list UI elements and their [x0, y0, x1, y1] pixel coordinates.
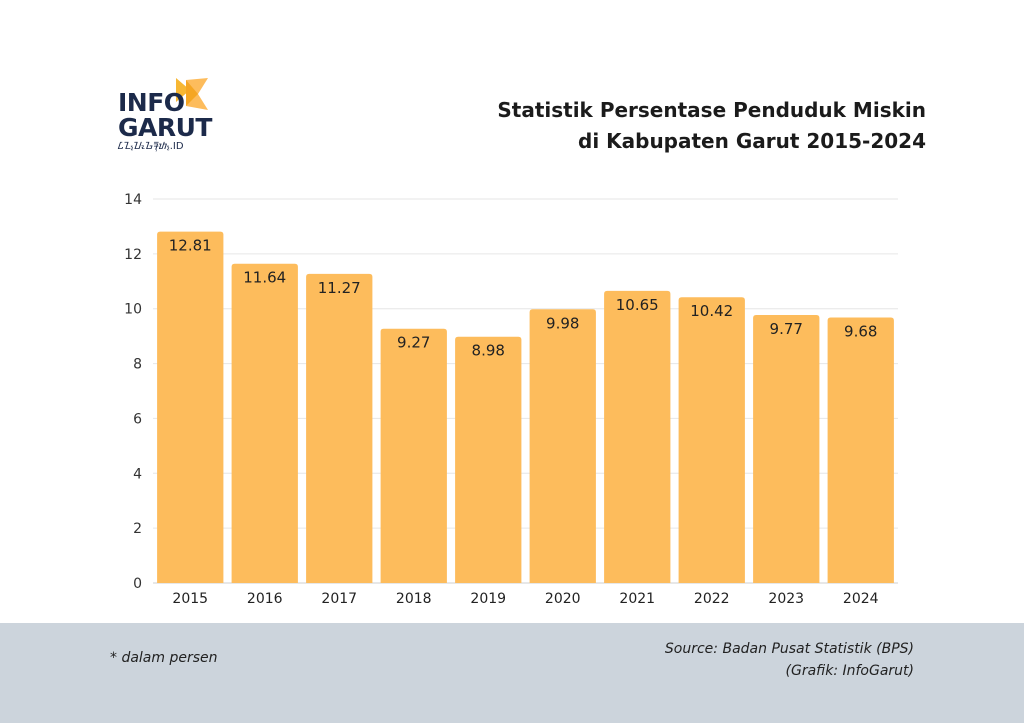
x-tick-label: 2022 — [694, 591, 730, 607]
bar — [231, 263, 298, 583]
bar-chart: 0 2 4 6 8 10 12 14 12.81 2015 11.64 2016 11.27 2017 9.… — [124, 192, 898, 607]
bar — [455, 336, 522, 583]
y-tick-label: 10 — [124, 302, 142, 318]
y-tick-label: 8 — [133, 357, 142, 373]
bar — [529, 309, 596, 583]
source-text: Source: Badan Pusat Statistik (BPS) — [664, 641, 914, 657]
x-tick-label: 2021 — [619, 591, 655, 607]
logo-text-garut: GARUT — [118, 113, 212, 142]
bar-value-label: 9.77 — [770, 320, 803, 338]
y-tick-label: 4 — [133, 466, 142, 482]
chart-title-line1: Statistik Persentase Penduduk Miskin — [497, 98, 926, 122]
source-block: Source: Badan Pusat Statistik (BPS) (Gra… — [665, 638, 914, 682]
logo-text-info: INFO — [118, 88, 185, 117]
bar — [157, 231, 224, 583]
bar — [306, 273, 373, 583]
chart-title: Statistik Persentase Penduduk Miskin di … — [497, 95, 926, 157]
flag-icon — [176, 78, 208, 110]
bar-value-label: 9.98 — [546, 314, 579, 332]
y-tick-label: 12 — [124, 247, 142, 263]
y-tick-label: 6 — [133, 411, 142, 427]
bar — [827, 317, 894, 583]
x-tick-label: 2016 — [247, 591, 283, 607]
x-tick-label: 2018 — [396, 591, 432, 607]
bar-value-label: 10.65 — [616, 296, 659, 314]
y-tick-label: 2 — [133, 521, 142, 537]
x-tick-label: 2020 — [545, 591, 581, 607]
y-tick-label: 0 — [133, 576, 142, 592]
x-tick-label: 2019 — [470, 591, 506, 607]
footer-band: * dalam persen Source: Badan Pusat Stati… — [0, 623, 1024, 723]
bar — [753, 315, 820, 583]
unit-note: * dalam persen — [110, 650, 218, 666]
x-tick-label: 2017 — [321, 591, 357, 607]
bar-value-label: 12.81 — [169, 237, 212, 255]
bar-value-label: 11.64 — [243, 269, 286, 287]
x-tick-label: 2023 — [768, 591, 804, 607]
credit-text: (Grafik: InfoGarut) — [785, 663, 914, 679]
infogarut-logo: INFO GARUT ᮄᮔ᮪ᮖᮧᮌᮛᮥᮒ᮪.ID — [118, 76, 228, 156]
bar — [604, 290, 671, 583]
x-tick-label: 2015 — [172, 591, 208, 607]
bar-value-label: 10.42 — [690, 302, 733, 320]
bar-value-label: 9.27 — [397, 334, 430, 352]
bar-value-label: 8.98 — [472, 342, 505, 360]
y-tick-label: 14 — [124, 192, 142, 208]
bar-value-label: 9.68 — [844, 322, 877, 340]
bar — [678, 297, 745, 583]
chart-title-line2: di Kabupaten Garut 2015-2024 — [578, 129, 926, 153]
x-tick-label: 2024 — [843, 591, 879, 607]
bar — [380, 328, 447, 583]
logo-text-script: ᮄᮔ᮪ᮖᮧᮌᮛᮥᮒ᮪.ID — [118, 141, 184, 152]
bar-value-label: 11.27 — [318, 279, 361, 297]
